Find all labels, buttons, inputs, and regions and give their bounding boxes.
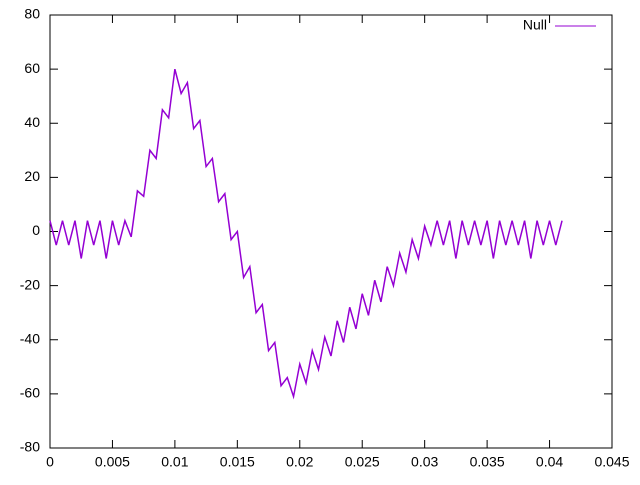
x-tick-label: 0.005 <box>95 454 130 470</box>
y-tick-label: -40 <box>20 330 40 346</box>
plot-border <box>49 14 613 449</box>
legend-label: Null <box>523 17 547 33</box>
y-tick-label: 20 <box>24 168 40 184</box>
y-tick-label: -60 <box>20 385 40 401</box>
x-tick-label: 0.035 <box>470 454 505 470</box>
y-tick-label: -80 <box>20 439 40 455</box>
y-tick-label: -20 <box>20 276 40 292</box>
y-tick-label: 40 <box>24 114 40 130</box>
x-tick-label: 0.045 <box>594 454 629 470</box>
x-tick-label: 0.025 <box>345 454 380 470</box>
x-tick-label: 0.015 <box>220 454 255 470</box>
x-tick-label: 0 <box>46 454 54 470</box>
y-tick-label: 60 <box>24 60 40 76</box>
x-tick-label: 0.01 <box>161 454 188 470</box>
y-tick-label: 80 <box>24 6 40 22</box>
data-line <box>49 68 563 400</box>
x-tick-label: 0.03 <box>411 454 438 470</box>
x-tick-label: 0.02 <box>286 454 313 470</box>
x-tick-label: 0.04 <box>536 454 563 470</box>
y-tick-label: 0 <box>32 222 40 238</box>
